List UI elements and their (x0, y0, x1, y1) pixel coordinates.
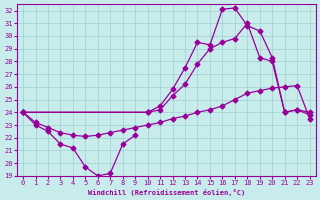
X-axis label: Windchill (Refroidissement éolien,°C): Windchill (Refroidissement éolien,°C) (88, 189, 245, 196)
